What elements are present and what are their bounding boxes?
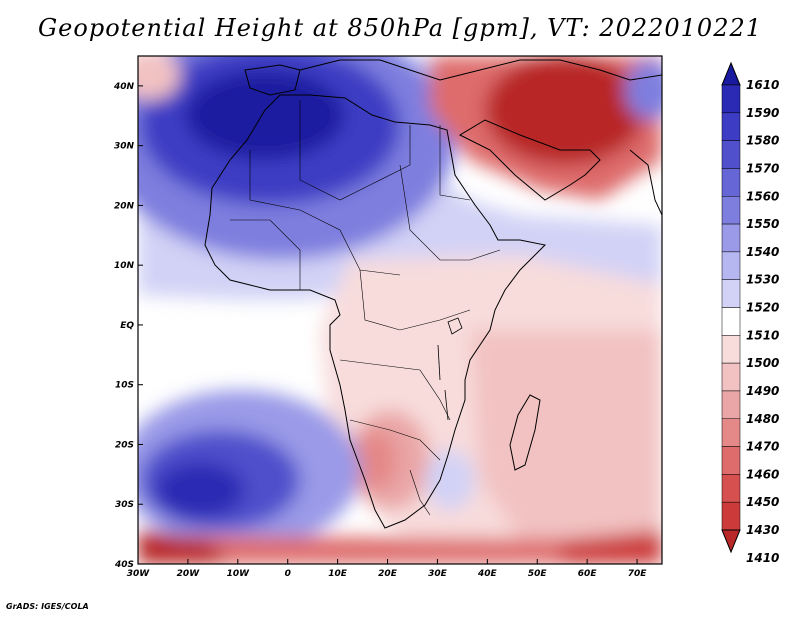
colorbar-swatch: [721, 474, 741, 503]
field-pink-kalahari-core: [353, 430, 397, 490]
colorbar-label: 1520: [746, 301, 779, 315]
colorbar-label: 1560: [746, 189, 779, 203]
field-red-south-band: [138, 535, 662, 564]
lon-tick-label: 10W: [227, 569, 251, 579]
field-blue-atlantic-core: [155, 462, 245, 518]
mediterranean-coast: [299, 59, 662, 81]
colorbar-swatch: [721, 446, 741, 475]
colorbar-label: 1580: [746, 134, 779, 148]
colorbar-label: 1570: [746, 161, 779, 175]
lat-tick-label: 40N: [113, 82, 135, 92]
colorbar: 1610 1590 1580 1570 1560 1550 1540 1530 1520 1510…: [721, 61, 779, 565]
madagascar-coastline: [509, 394, 541, 471]
lat-tick-label: 30N: [114, 142, 135, 152]
colorbar-swatch: [721, 251, 741, 280]
colorbar-label: 1610: [746, 78, 779, 92]
colorbar-label: 1470: [746, 440, 779, 454]
lon-tick-label: 30E: [428, 569, 448, 579]
field-blue-sahara-core: [185, 70, 345, 160]
lat-tick-label: 40S: [114, 560, 134, 570]
field-red-southwest: [138, 530, 230, 564]
colorbar-label: 1530: [746, 273, 779, 287]
lon-tick-label: 20W: [177, 569, 201, 579]
colorbar-swatch: [721, 84, 741, 114]
colorbar-label: 1540: [746, 245, 779, 259]
field-blue-himalaya: [625, 60, 662, 120]
lon-tick-label: 40E: [477, 569, 498, 579]
colorbar-swatch: [721, 362, 741, 392]
colorbar-label: 1550: [746, 217, 779, 231]
colorbar-swatch: [721, 307, 741, 336]
lat-tick-label: 10N: [114, 261, 135, 271]
lon-tick-label: 20E: [378, 569, 398, 579]
lon-tick-label: 10E: [328, 569, 348, 579]
field-red-arabia-core: [485, 56, 645, 165]
field-red-southeast: [560, 530, 662, 564]
colorbar-cap-top: [721, 61, 741, 86]
colorbar-label: 1510: [746, 328, 779, 342]
colorbar-swatch: [721, 196, 741, 225]
colorbar-label: 1500: [746, 356, 779, 370]
colorbar-cap-bottom: [721, 529, 741, 554]
arabian-peninsula-coastline: [458, 119, 601, 201]
grads-credit: GrADS: IGES/COLA: [6, 602, 89, 611]
colorbar-swatch: [721, 112, 741, 141]
field-pink-nw-atlantic: [138, 56, 180, 100]
lon-tick-label: 60E: [578, 569, 598, 579]
colorbar-label: 1480: [746, 412, 779, 426]
map-title: Geopotential Height at 850hPa [gpm], VT:…: [38, 14, 762, 42]
colorbar-label: 1590: [746, 106, 779, 120]
lat-tick-label: 30S: [115, 500, 134, 510]
lon-tick-label: 50E: [528, 569, 548, 579]
colorbar-swatch: [721, 168, 741, 197]
colorbar-label: 1450: [746, 495, 779, 509]
colorbar-swatch: [721, 140, 741, 169]
country-borders: [230, 100, 501, 516]
colorbar-swatch: [721, 418, 741, 447]
colorbar-swatch: [721, 223, 741, 253]
field-blue-madagascar-south: [425, 450, 475, 510]
height-field: [138, 56, 662, 564]
colorbar-label: 1460: [746, 467, 779, 481]
colorbar-swatch: [721, 501, 741, 531]
lat-tick-label: EQ: [120, 321, 134, 331]
colorbar-swatch: [721, 335, 741, 364]
india-coastline: [629, 149, 662, 216]
field-mid-pink-ocean: [470, 330, 662, 540]
colorbar-label: 1430: [746, 523, 779, 537]
colorbar-swatch: [721, 279, 741, 308]
lat-tick-label: 20N: [114, 201, 135, 211]
lon-tick-label: 30W: [127, 569, 151, 579]
iberia-coastline: [244, 64, 301, 96]
lon-tick-label: 0: [285, 569, 291, 579]
map-frame: [137, 55, 663, 565]
lat-tick-label: 10S: [115, 381, 134, 391]
coastlines: [204, 59, 662, 529]
lon-tick-label: 70E: [628, 569, 648, 579]
colorbar-swatch: [721, 390, 741, 419]
colorbar-label: 1410: [746, 551, 779, 565]
lat-tick-label: 20S: [115, 440, 134, 450]
great-lakes: [437, 317, 463, 421]
colorbar-label: 1490: [746, 384, 779, 398]
africa-coastline: [204, 94, 547, 529]
